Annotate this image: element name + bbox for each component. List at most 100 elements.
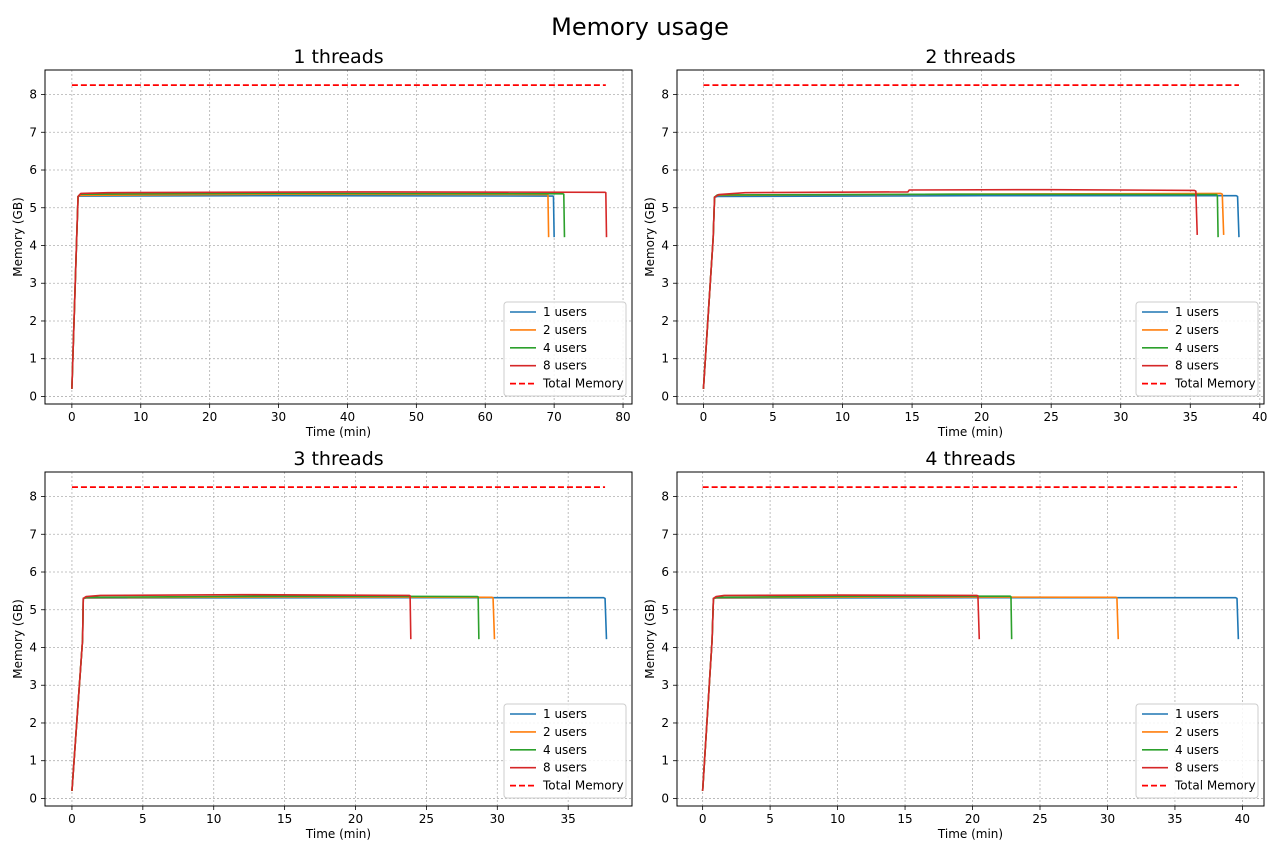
y-tick-label: 5 xyxy=(661,201,669,215)
y-tick-label: 3 xyxy=(29,678,37,692)
figure-title: Memory usage xyxy=(551,13,729,41)
y-tick-label: 0 xyxy=(29,389,37,403)
x-tick-label: 50 xyxy=(409,410,424,424)
y-tick-label: 0 xyxy=(661,389,669,403)
axes-frame xyxy=(676,471,1265,807)
panel-title: 2 threads xyxy=(925,46,1015,68)
x-tick-label: 10 xyxy=(133,410,148,424)
legend-box xyxy=(503,703,627,799)
series-line xyxy=(702,188,1199,389)
y-tick-label: 5 xyxy=(29,603,37,617)
y-tick-label: 1 xyxy=(661,754,669,768)
x-tick-label: 20 xyxy=(202,410,217,424)
legend-label: 1 users xyxy=(543,707,587,721)
y-tick-label: 4 xyxy=(29,238,37,252)
legend-label: 2 users xyxy=(543,323,587,337)
y-tick-label: 0 xyxy=(661,791,669,805)
legend-label: 1 users xyxy=(543,305,587,319)
axes-frame xyxy=(44,69,633,405)
y-tick-label: 8 xyxy=(29,88,37,102)
x-tick-label: 10 xyxy=(206,812,221,826)
x-tick-label: 80 xyxy=(615,410,630,424)
x-tick-label: 40 xyxy=(340,410,355,424)
x-tick-label: 30 xyxy=(271,410,286,424)
x-tick-label: 5 xyxy=(766,812,774,826)
y-tick-label: 5 xyxy=(661,603,669,617)
y-tick-label: 0 xyxy=(29,791,37,805)
y-tick-label: 3 xyxy=(661,276,669,290)
y-tick-label: 6 xyxy=(29,565,37,579)
x-tick-label: 30 xyxy=(1113,410,1128,424)
series-line xyxy=(71,191,608,389)
legend-label: 2 users xyxy=(1175,323,1219,337)
y-tick-label: 4 xyxy=(661,640,669,654)
legend: 1 users 2 users 4 users 8 users Total Memory xyxy=(1135,301,1259,397)
legend-box xyxy=(1135,301,1259,397)
y-tick-label: 2 xyxy=(29,314,37,328)
x-tick-label: 30 xyxy=(490,812,505,826)
x-tick-label: 20 xyxy=(974,410,989,424)
y-tick-label: 1 xyxy=(29,754,37,768)
legend-label: 1 users xyxy=(1175,707,1219,721)
legend-label: 8 users xyxy=(1175,761,1219,775)
x-tick-label: 25 xyxy=(1032,812,1047,826)
y-tick-label: 4 xyxy=(661,238,669,252)
legend-label: 1 users xyxy=(1175,305,1219,319)
y-tick-label: 7 xyxy=(29,527,37,541)
x-tick-label: 35 xyxy=(1183,410,1198,424)
legend-label: 2 users xyxy=(1175,725,1219,739)
x-tick-label: 5 xyxy=(139,812,147,826)
axes-frame xyxy=(676,69,1265,405)
legend-label: Total Memory xyxy=(1174,779,1256,793)
legend: 1 users 2 users 4 users 8 users Total Memory xyxy=(503,703,627,799)
x-tick-label: 0 xyxy=(68,812,76,826)
x-tick-label: 30 xyxy=(1100,812,1115,826)
series-line xyxy=(701,594,981,791)
y-axis-label: Memory (GB) xyxy=(11,599,25,679)
legend-box xyxy=(503,301,627,397)
panel-title: 4 threads xyxy=(925,448,1015,470)
panel-2: 0 5 10 15 20 25 30 35 40 0 1 2 3 4 5 6 7 8 2 threads Time (… xyxy=(643,46,1267,439)
legend-label: 8 users xyxy=(543,359,587,373)
y-axis-label: Memory (GB) xyxy=(643,599,657,679)
x-tick-label: 40 xyxy=(1235,812,1250,826)
axes-frame xyxy=(44,471,633,807)
y-tick-label: 2 xyxy=(661,314,669,328)
y-tick-label: 6 xyxy=(29,163,37,177)
y-tick-label: 8 xyxy=(661,490,669,504)
legend-label: 8 users xyxy=(1175,359,1219,373)
x-tick-label: 5 xyxy=(769,410,777,424)
legend: 1 users 2 users 4 users 8 users Total Memory xyxy=(503,301,627,397)
panel-title: 1 threads xyxy=(293,46,383,68)
y-tick-label: 1 xyxy=(661,352,669,366)
panel-4: 0 5 10 15 20 25 30 35 40 0 1 2 3 4 5 6 7 8 4 threads Time (… xyxy=(643,448,1265,841)
y-tick-label: 5 xyxy=(29,201,37,215)
legend-label: 4 users xyxy=(543,743,587,757)
legend-label: Total Memory xyxy=(1174,377,1256,391)
y-tick-label: 7 xyxy=(29,125,37,139)
y-tick-label: 3 xyxy=(29,276,37,290)
x-tick-label: 15 xyxy=(904,410,919,424)
legend-label: 4 users xyxy=(1175,341,1219,355)
legend-label: 4 users xyxy=(1175,743,1219,757)
legend-label: Total Memory xyxy=(542,779,624,793)
legend-label: 4 users xyxy=(543,341,587,355)
x-tick-label: 35 xyxy=(561,812,576,826)
y-tick-label: 7 xyxy=(661,527,669,541)
legend-box xyxy=(1135,703,1259,799)
panel-title: 3 threads xyxy=(293,448,383,470)
legend-label: Total Memory xyxy=(542,377,624,391)
x-tick-label: 40 xyxy=(1252,410,1267,424)
y-tick-label: 1 xyxy=(29,352,37,366)
x-tick-label: 70 xyxy=(547,410,562,424)
y-tick-label: 2 xyxy=(661,716,669,730)
y-tick-label: 6 xyxy=(661,163,669,177)
legend-label: 8 users xyxy=(543,761,587,775)
legend-label: 2 users xyxy=(543,725,587,739)
legend: 1 users 2 users 4 users 8 users Total Memory xyxy=(1135,703,1259,799)
x-axis-label: Time (min) xyxy=(937,827,1003,841)
y-tick-label: 2 xyxy=(29,716,37,730)
